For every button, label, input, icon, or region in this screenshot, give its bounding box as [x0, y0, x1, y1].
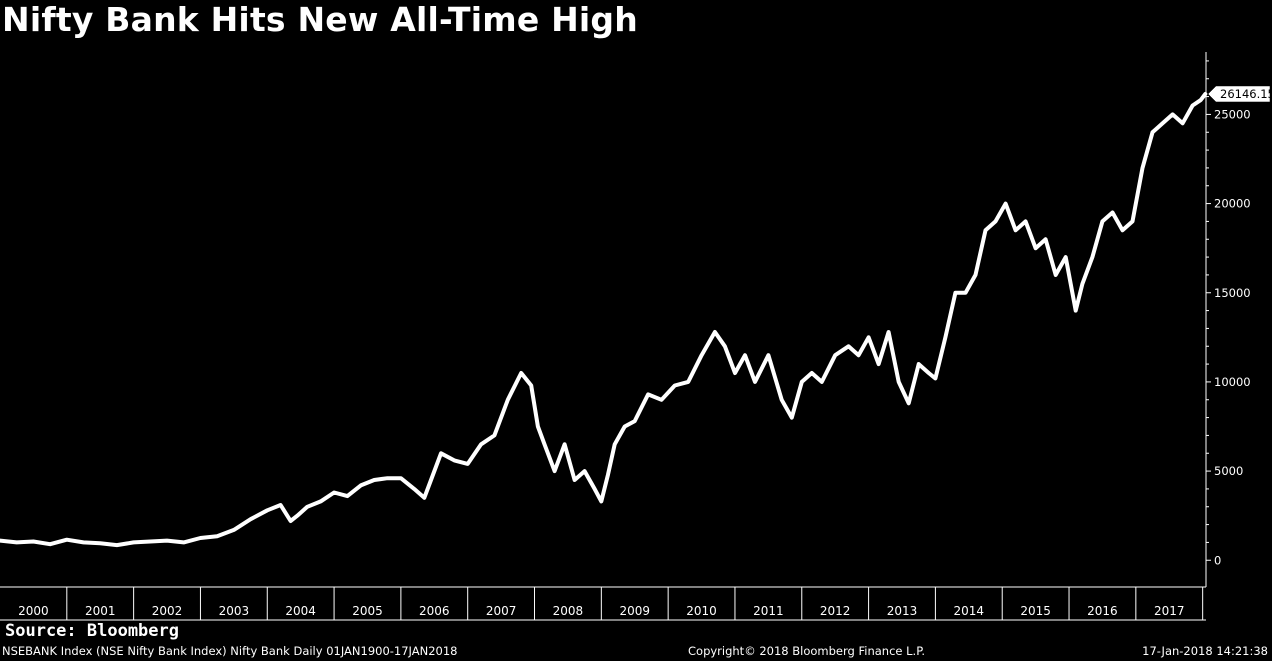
x-tick-label: 2003 — [219, 604, 250, 618]
footer-copyright: Copyright© 2018 Bloomberg Finance L.P. — [688, 644, 925, 658]
y-tick-label: 10000 — [1214, 375, 1251, 389]
last-value-label: 26146.15 — [1220, 87, 1272, 101]
x-tick-label: 2012 — [820, 604, 851, 618]
x-tick-label: 2002 — [152, 604, 183, 618]
x-tick-label: 2011 — [753, 604, 784, 618]
last-value-badge — [1207, 85, 1271, 103]
series-line — [0, 92, 1208, 548]
source-note: Source: Bloomberg — [5, 621, 179, 641]
x-axis: 2000 2001 2002 2003 2004 2005 2006 2007 2008 2009… — [0, 586, 1206, 621]
footer-timestamp: 17-Jan-2018 14:21:38 — [1142, 644, 1268, 658]
y-tick-label: 15000 — [1214, 286, 1251, 300]
series-group — [0, 92, 1208, 548]
y-tick-label: 5000 — [1214, 464, 1243, 478]
x-tick-label: 2016 — [1087, 604, 1118, 618]
x-tick-label: 2005 — [352, 604, 383, 618]
x-tick-label: 2007 — [486, 604, 517, 618]
x-tick-label: 2015 — [1020, 604, 1051, 618]
footer-ticker-info: NSEBANK Index (NSE Nifty Bank Index) Nif… — [2, 644, 458, 658]
x-tick-label: 2009 — [619, 604, 650, 618]
y-tick-label: 25000 — [1214, 107, 1251, 121]
chart-title: Nifty Bank Hits New All-Time High — [2, 0, 638, 39]
x-tick-label: 2013 — [887, 604, 918, 618]
x-tick-label: 2006 — [419, 604, 450, 618]
y-tick-label: 20000 — [1214, 197, 1251, 211]
x-tick-label: 2001 — [85, 604, 116, 618]
y-axis: 0 5000 10000 15000 20000 25000 — [1205, 52, 1251, 587]
x-tick-label: 2014 — [954, 604, 985, 618]
x-tick-label: 2000 — [18, 604, 49, 618]
x-tick-label: 2004 — [285, 604, 316, 618]
x-tick-label: 2010 — [686, 604, 717, 618]
y-tick-label: 0 — [1214, 553, 1221, 567]
x-tick-label: 2017 — [1154, 604, 1185, 618]
last-value-group: 26146.15 — [1207, 85, 1272, 103]
x-tick-label: 2008 — [553, 604, 584, 618]
